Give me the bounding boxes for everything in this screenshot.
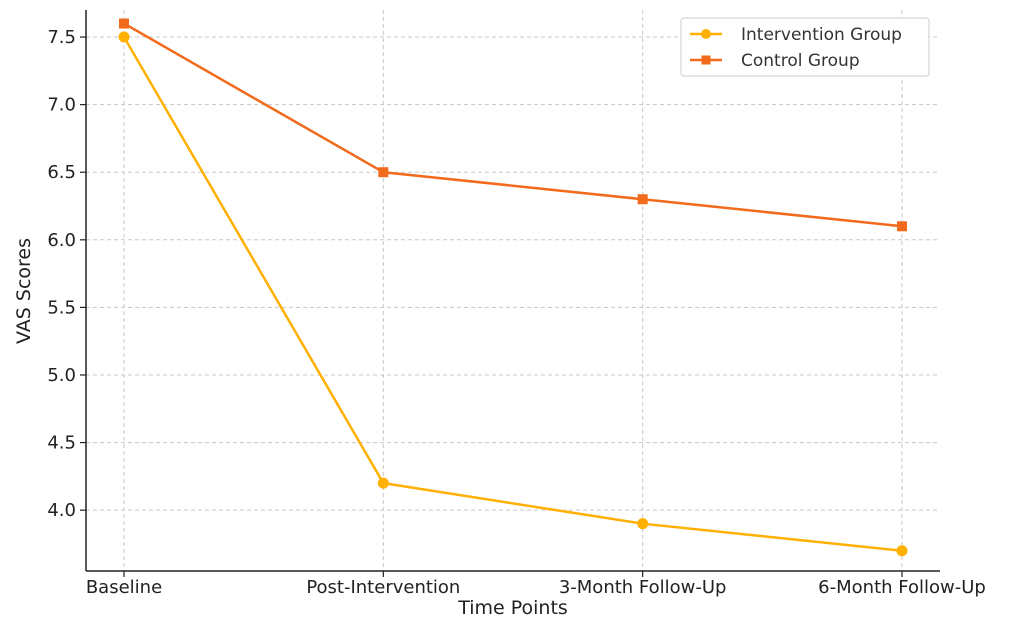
series-line-control	[123, 22, 903, 228]
y-tick-label: 7.0	[47, 95, 76, 116]
data-point-intervention	[896, 545, 908, 557]
series-layer	[118, 18, 908, 557]
data-point-control	[378, 167, 389, 178]
y-tick-label: 7.5	[47, 27, 76, 48]
data-point-control	[897, 221, 907, 232]
x-axis-title: Time Points	[457, 597, 568, 619]
series-line-intervention	[122, 36, 903, 552]
y-axis-title: VAS Scores	[13, 238, 35, 344]
legend-box	[680, 17, 930, 77]
x-tick-label: 3-Month Follow-Up	[559, 577, 727, 598]
grid	[86, 10, 940, 571]
axes	[85, 10, 940, 572]
legend-label-intervention: Intervention Group	[741, 25, 902, 45]
y-tick-label: 4.5	[47, 433, 76, 454]
data-point-intervention	[637, 518, 649, 530]
y-ticks: 4.0 4.5 5.0 5.5 6.0 6.5 7.0 7.5	[47, 27, 86, 521]
data-point-intervention	[118, 31, 130, 43]
x-ticks: Baseline Post-Intervention 3-Month Follow-…	[86, 571, 986, 598]
legend-marker-intervention	[701, 29, 711, 39]
x-tick-label: Post-Intervention	[306, 577, 460, 598]
y-tick-label: 6.5	[47, 162, 76, 183]
y-tick-label: 6.0	[47, 230, 76, 251]
legend-marker-control	[701, 55, 711, 65]
legend-label-control: Control Group	[741, 51, 860, 71]
data-point-control	[637, 194, 648, 205]
x-tick-label: 6-Month Follow-Up	[818, 577, 986, 598]
y-tick-label: 5.5	[47, 297, 76, 318]
legend: Intervention Group Control Group	[680, 17, 930, 77]
data-point-control	[119, 18, 129, 29]
x-tick-label: Baseline	[86, 577, 162, 598]
data-point-intervention	[377, 477, 389, 489]
y-tick-label: 5.0	[47, 365, 76, 386]
y-tick-label: 4.0	[47, 500, 76, 521]
